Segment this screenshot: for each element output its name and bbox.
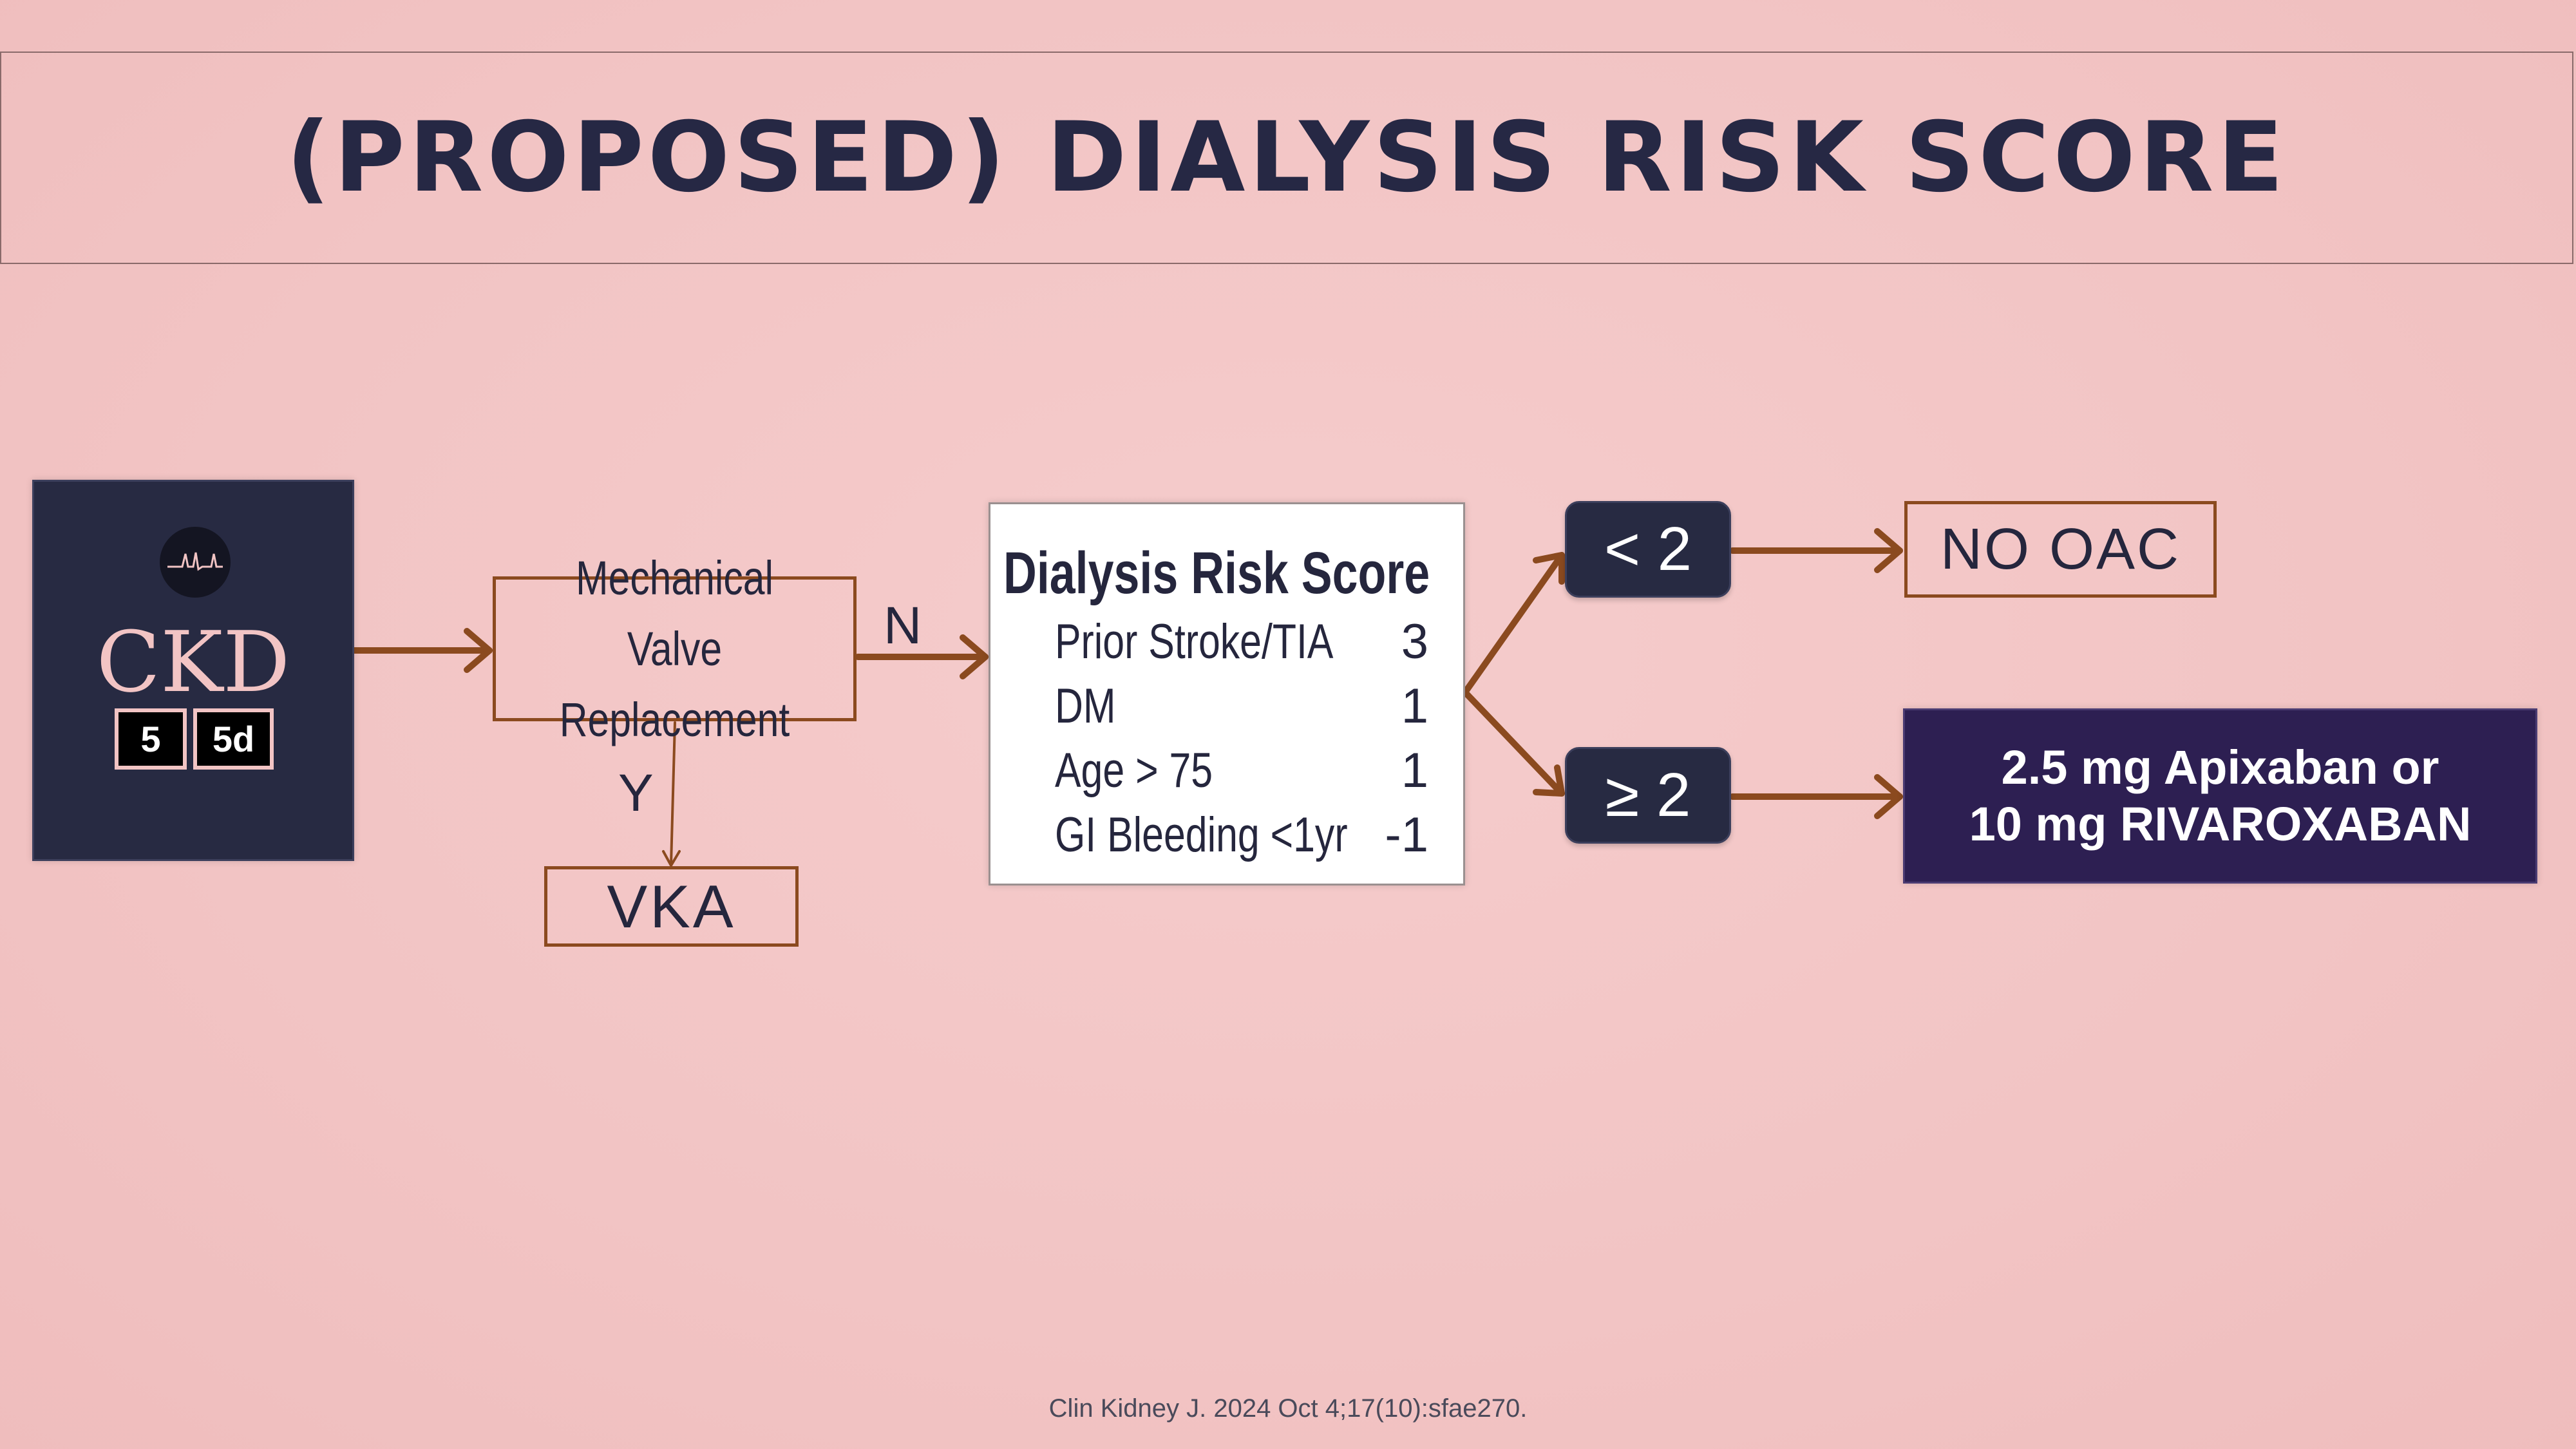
vka-box: VKA — [544, 866, 799, 947]
title-bar: (PROPOSED) DIALYSIS RISK SCORE — [0, 52, 2573, 264]
no-oac-label: NO OAC — [1940, 516, 2181, 582]
score-row: DM 1 — [1055, 678, 1428, 736]
score-points: -1 — [1385, 808, 1428, 862]
treatment-line1: 2.5 mg Apixaban or — [2001, 741, 2439, 794]
threshold-high-label: ≥ 2 — [1605, 761, 1691, 829]
citation: Clin Kidney J. 2024 Oct 4;17(10):sfae270… — [1048, 1394, 1528, 1423]
score-row: Age > 75 1 — [1055, 743, 1428, 800]
risk-score-title: Dialysis Risk Score — [1003, 540, 1430, 606]
branch-label-no: N — [884, 596, 922, 655]
risk-score-card: Dialysis Risk Score Prior Stroke/TIA 3 D… — [989, 502, 1465, 886]
ckd-label: CKD — [96, 613, 290, 711]
page-title: (PROPOSED) DIALYSIS RISK SCORE — [286, 102, 2287, 214]
score-factor: Age > 75 — [1055, 743, 1213, 798]
stage-badge: 5 — [115, 708, 187, 770]
mechanical-valve-line2: Replacement — [559, 692, 790, 746]
threshold-high-pill: ≥ 2 — [1565, 747, 1731, 844]
score-points: 1 — [1401, 743, 1428, 798]
no-oac-box: NO OAC — [1904, 501, 2217, 598]
arrow-valve-to-vka — [670, 721, 676, 866]
mechanical-valve-line1: Mechanical Valve — [576, 551, 773, 676]
score-row: GI Bleeding <1yr -1 — [1055, 807, 1428, 865]
stage-badge: 5d — [193, 708, 274, 770]
ckd-card: CKD 5 5d — [32, 480, 354, 861]
score-row: Prior Stroke/TIA 3 — [1055, 614, 1428, 672]
threshold-low-label: < 2 — [1604, 515, 1692, 583]
branch-label-yes: Y — [618, 764, 654, 822]
heartbeat-icon — [160, 527, 231, 598]
arrow-score-to-low — [1462, 552, 1565, 696]
score-factor: GI Bleeding <1yr — [1055, 808, 1348, 862]
ckd-stages: 5 5d — [115, 708, 274, 770]
threshold-low-pill: < 2 — [1565, 501, 1731, 598]
score-points: 3 — [1401, 614, 1428, 669]
score-points: 1 — [1401, 679, 1428, 734]
arrow-score-to-high — [1462, 689, 1565, 797]
score-factor: DM — [1055, 679, 1116, 734]
mechanical-valve-box: Mechanical Valve Replacement — [493, 551, 857, 746]
score-factor: Prior Stroke/TIA — [1055, 614, 1334, 669]
treatment-box: 2.5 mg Apixaban or 10 mg RIVAROXABAN — [1903, 708, 2537, 884]
vka-label: VKA — [607, 872, 736, 940]
treatment-line2: 10 mg RIVAROXABAN — [1969, 797, 2472, 851]
